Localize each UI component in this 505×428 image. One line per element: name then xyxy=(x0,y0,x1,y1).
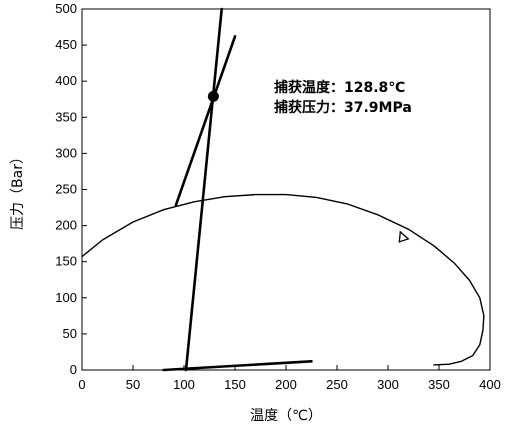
y-tick-label: 50 xyxy=(63,326,77,341)
y-tick-label: 300 xyxy=(55,145,77,160)
x-tick-label: 350 xyxy=(428,377,450,392)
y-tick-label: 350 xyxy=(55,109,77,124)
y-tick-label: 500 xyxy=(55,1,77,16)
x-tick-labels: 0 50 100 150 200 250 300 350 400 xyxy=(78,377,500,392)
x-tick-label: 100 xyxy=(173,377,195,392)
series-line-2 xyxy=(174,35,237,207)
series-line-1 xyxy=(81,193,485,366)
plot-frame xyxy=(81,8,491,371)
direction-arrow xyxy=(398,230,410,243)
capture-point xyxy=(207,90,219,102)
chart-lines xyxy=(81,7,485,372)
x-tick-label: 0 xyxy=(78,377,85,392)
x-tick-label: 300 xyxy=(377,377,399,392)
y-tick-label: 400 xyxy=(55,73,77,88)
y-tick-label: 450 xyxy=(55,37,77,52)
y-tick-labels: 0 50 100 150 200 250 300 350 400 450 500 xyxy=(55,1,77,377)
y-tick-label: 150 xyxy=(55,254,77,269)
x-tick-label: 50 xyxy=(126,377,140,392)
chart-markers xyxy=(207,90,410,243)
axis-ticks xyxy=(81,8,491,371)
annotation-capture-pressure: 捕获压力：37.9MPa xyxy=(274,99,412,116)
x-tick-label: 400 xyxy=(479,377,501,392)
x-tick-label: 250 xyxy=(326,377,348,392)
series-line-4 xyxy=(162,359,313,372)
annotation-capture-temperature: 捕获温度：128.8℃ xyxy=(274,79,405,96)
y-tick-label: 100 xyxy=(55,290,77,305)
x-tick-label: 200 xyxy=(275,377,297,392)
series-line-3 xyxy=(184,7,223,372)
y-axis-title: 压力（Bar） xyxy=(10,150,26,230)
y-tick-label: 200 xyxy=(55,218,77,233)
y-tick-label: 250 xyxy=(55,182,77,197)
x-axis-title: 温度（℃） xyxy=(250,408,322,424)
x-tick-label: 150 xyxy=(224,377,246,392)
y-tick-label: 0 xyxy=(70,362,77,377)
